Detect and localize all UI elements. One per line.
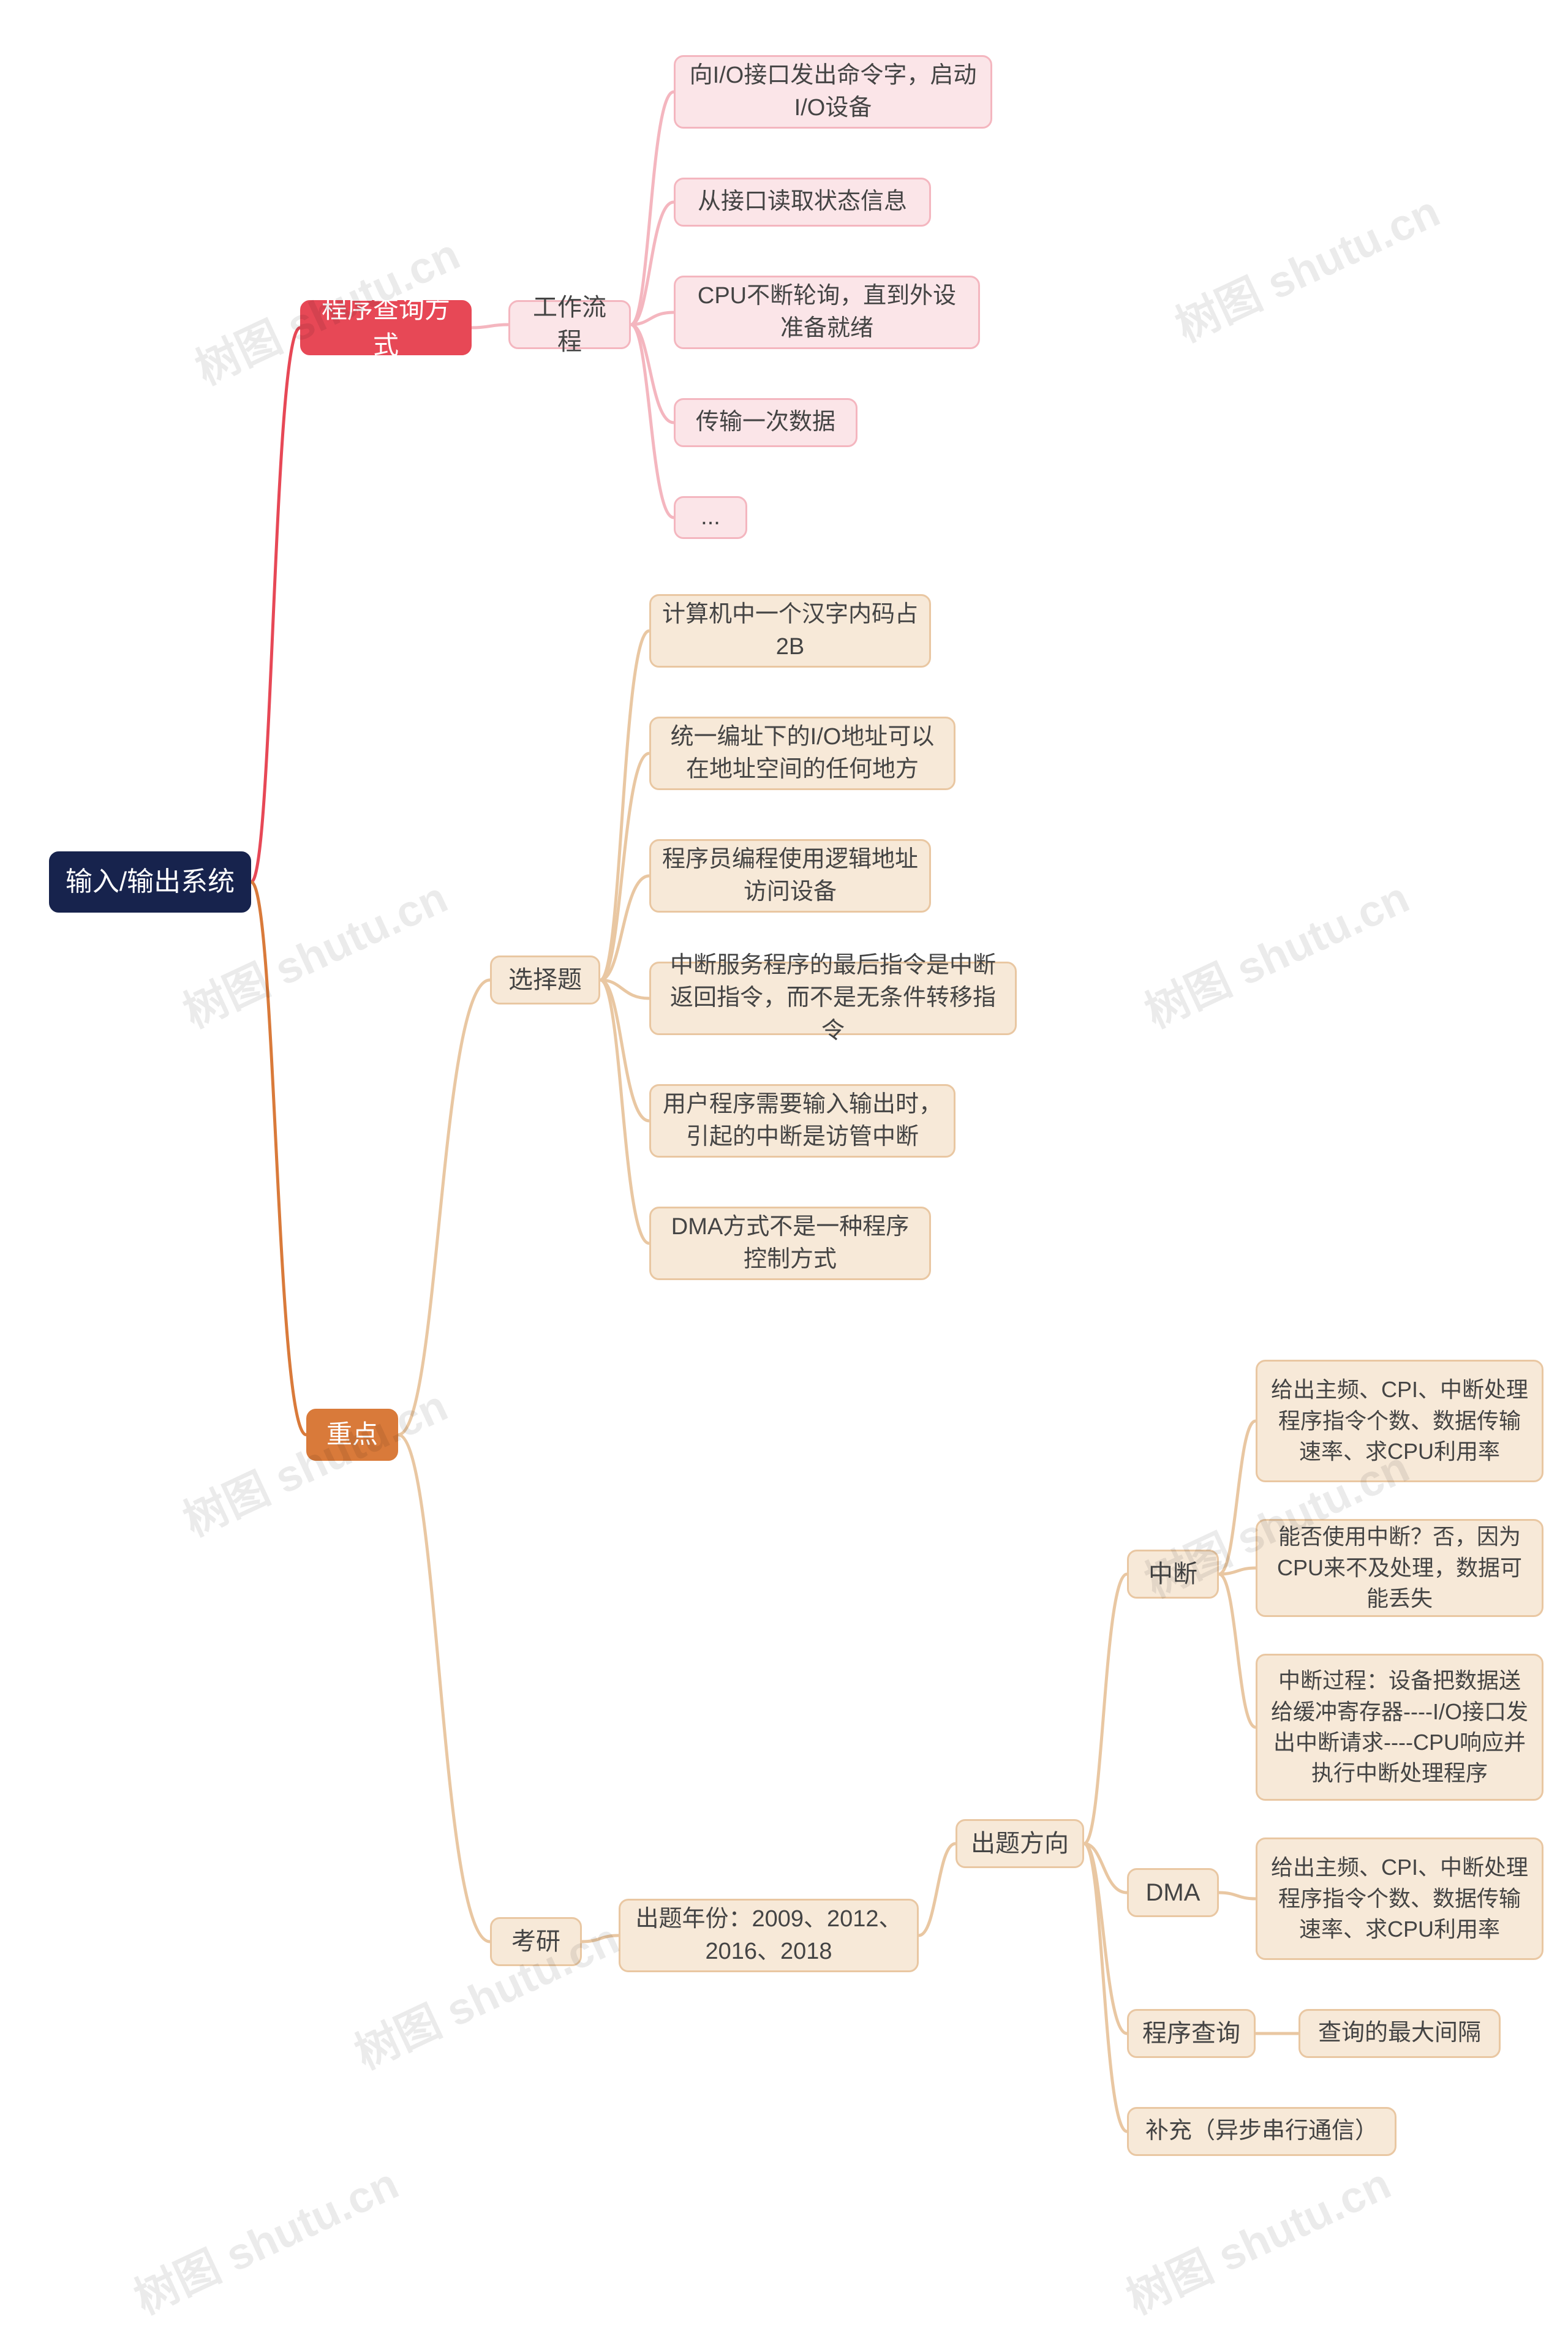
edge-r1a-r1b4 [631,325,674,423]
node-r1b3[interactable]: CPU不断轮询，直到外设准备就绪 [674,276,980,349]
edge-o1a-o1a4 [600,980,649,998]
edge-r1a-r1b3 [631,312,674,325]
node-o1a3[interactable]: 程序员编程使用逻辑地址访问设备 [649,839,931,913]
edge-o1c1-o1c1a [1219,1421,1256,1574]
node-o1b1[interactable]: 出题年份：2009、2012、2016、2018 [619,1899,919,1972]
node-o1c2a[interactable]: 给出主频、CPI、中断处理程序指令个数、数据传输速率、求CPU利用率 [1256,1837,1544,1960]
node-label: 考研 [511,1924,560,1959]
node-r1b4[interactable]: 传输一次数据 [674,398,858,447]
node-o1c1a[interactable]: 给出主频、CPI、中断处理程序指令个数、数据传输速率、求CPU利用率 [1256,1360,1544,1482]
node-o1c3[interactable]: 程序查询 [1127,2009,1256,2058]
node-r1b1[interactable]: 向I/O接口发出命令字，启动I/O设备 [674,55,992,129]
edge-o1c1-o1c1b [1219,1568,1256,1574]
edge-o1b-o1b1 [582,1935,619,1942]
edge-o1-o1b [398,1435,490,1942]
node-label: 中断 [1148,1557,1197,1591]
watermark: 树图 shutu.cn [1115,2148,1400,2326]
node-o1a5[interactable]: 用户程序需要输入输出时，引起的中断是访管中断 [649,1084,956,1158]
edge-o1b1-o1c [919,1844,956,1935]
node-label: 向I/O接口发出命令字，启动I/O设备 [687,59,979,124]
node-label: CPU不断轮询，直到外设准备就绪 [687,280,967,345]
node-label: 用户程序需要输入输出时，引起的中断是访管中断 [662,1088,943,1153]
node-label: 统一编址下的I/O地址可以在地址空间的任何地方 [662,721,943,786]
node-label: 查询的最大间隔 [1318,2017,1481,2049]
node-label: 中断过程：设备把数据送给缓冲寄存器----I/O接口发出中断请求----CPU响… [1268,1665,1531,1789]
edge-o1c-o1c3 [1084,1844,1127,2033]
node-r1b2[interactable]: 从接口读取状态信息 [674,178,931,227]
edge-o1c1-o1c1c [1219,1574,1256,1727]
edges-layer [0,0,1568,2333]
node-label: 从接口读取状态信息 [698,186,907,218]
edge-r1a-r1b2 [631,202,674,325]
node-r1a[interactable]: 工作流程 [508,300,631,349]
node-o1c3a[interactable]: 查询的最大间隔 [1298,2009,1501,2058]
node-o1c1c[interactable]: 中断过程：设备把数据送给缓冲寄存器----I/O接口发出中断请求----CPU响… [1256,1654,1544,1801]
node-o1a6[interactable]: DMA方式不是一种程序控制方式 [649,1207,931,1280]
edge-o1c-o1c4 [1084,1844,1127,2131]
node-label: 程序查询方式 [313,292,459,364]
edge-o1c-o1c1 [1084,1574,1127,1844]
node-o1a2[interactable]: 统一编址下的I/O地址可以在地址空间的任何地方 [649,717,956,790]
watermark: 树图 shutu.cn [123,2148,407,2326]
node-o1[interactable]: 重点 [306,1409,398,1461]
edge-r1a-r1b1 [631,92,674,325]
edge-o1c2-o1c2a [1219,1893,1256,1899]
node-label: 输入/输出系统 [66,863,235,901]
edge-o1a-o1a1 [600,631,649,980]
node-label: 程序员编程使用逻辑地址访问设备 [662,843,918,908]
node-o1b[interactable]: 考研 [490,1917,582,1966]
node-r1[interactable]: 程序查询方式 [300,300,472,355]
node-label: 工作流程 [521,290,618,359]
node-label: DMA方式不是一种程序控制方式 [662,1211,918,1276]
edge-o1-o1a [398,980,490,1435]
node-o1a[interactable]: 选择题 [490,955,600,1004]
node-label: 中断服务程序的最后指令是中断返回指令，而不是无条件转移指令 [662,949,1004,1047]
node-o1c4[interactable]: 补充（异步串行通信） [1127,2107,1396,2156]
edge-root-r1 [251,328,300,882]
edge-o1a-o1a6 [600,980,649,1243]
node-label: 能否使用中断？否，因为CPU来不及处理，数据可能丢失 [1268,1521,1531,1614]
node-label: 重点 [326,1417,378,1453]
node-label: 传输一次数据 [696,406,835,439]
watermark: 树图 shutu.cn [343,1903,628,2081]
edge-o1c-o1c2 [1084,1844,1127,1893]
node-label: 补充（异步串行通信） [1145,2115,1378,2147]
mindmap-canvas: 输入/输出系统 程序查询方式工作流程 向I/O接口发出命令字，启动I/O设备从接口读… [0,0,1568,2333]
edge-o1a-o1a2 [600,753,649,980]
watermark: 树图 shutu.cn [1133,862,1418,1040]
node-o1a4[interactable]: 中断服务程序的最后指令是中断返回指令，而不是无条件转移指令 [649,962,1017,1035]
node-o1c1b[interactable]: 能否使用中断？否，因为CPU来不及处理，数据可能丢失 [1256,1519,1544,1617]
node-o1c1[interactable]: 中断 [1127,1550,1219,1599]
node-o1c[interactable]: 出题方向 [956,1819,1084,1868]
node-label: DMA [1146,1875,1200,1910]
edge-r1-r1a [472,325,508,328]
node-label: 出题年份：2009、2012、2016、2018 [631,1903,906,1968]
node-label: 出题方向 [971,1826,1069,1861]
edge-root-o1 [251,882,306,1435]
node-root[interactable]: 输入/输出系统 [49,851,251,913]
edge-r1a-r1b5 [631,325,674,518]
edge-o1a-o1a3 [600,876,649,980]
node-o1a1[interactable]: 计算机中一个汉字内码占2B [649,594,931,668]
node-label: 给出主频、CPI、中断处理程序指令个数、数据传输速率、求CPU利用率 [1268,1852,1531,1945]
watermark: 树图 shutu.cn [1164,176,1449,354]
node-label: 程序查询 [1142,2016,1240,2051]
node-label: 选择题 [508,963,582,997]
node-o1c2[interactable]: DMA [1127,1868,1219,1917]
node-label: ... [701,501,720,533]
edge-o1a-o1a5 [600,980,649,1121]
node-r1b5[interactable]: ... [674,496,747,539]
node-label: 计算机中一个汉字内码占2B [662,598,918,663]
node-label: 给出主频、CPI、中断处理程序指令个数、数据传输速率、求CPU利用率 [1268,1374,1531,1467]
